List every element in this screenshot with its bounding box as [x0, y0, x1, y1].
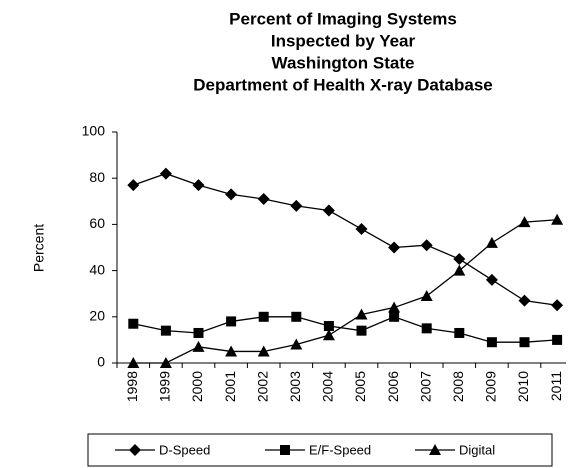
x-tick-label: 2003 [287, 371, 303, 402]
marker-square [323, 321, 334, 332]
marker-triangle [192, 340, 205, 352]
x-tick-label: 2001 [222, 371, 238, 402]
series-line [133, 316, 558, 343]
y-tick-label: 0 [97, 354, 105, 370]
x-tick-label: 2008 [450, 371, 466, 402]
series-line [133, 172, 558, 306]
marker-square [193, 327, 204, 338]
marker-diamond [388, 241, 401, 254]
marker-triangle [453, 264, 466, 276]
marker-triangle [420, 290, 433, 302]
marker-square [258, 311, 269, 322]
y-tick-label: 40 [89, 261, 105, 277]
marker-square [421, 323, 432, 334]
x-tick-label: 2004 [320, 371, 336, 402]
marker-triangle [322, 329, 335, 341]
marker-triangle [290, 338, 303, 350]
legend-box [87, 433, 553, 467]
x-tick-label: 1999 [157, 371, 173, 402]
marker-square [291, 311, 302, 322]
marker-diamond [129, 444, 141, 456]
marker-diamond [518, 294, 531, 307]
marker-diamond [159, 167, 172, 180]
x-tick-label: 2010 [515, 371, 531, 402]
marker-diamond [257, 192, 270, 205]
marker-square [519, 337, 530, 348]
marker-diamond [225, 188, 238, 201]
marker-diamond [290, 199, 303, 212]
legend-label: E/F-Speed [309, 442, 371, 457]
marker-square [226, 316, 237, 327]
chart-title: Washington State [272, 53, 415, 72]
marker-diamond [551, 299, 564, 312]
marker-square [280, 445, 290, 455]
y-axis-label: Percent [31, 224, 47, 272]
legend-label: Digital [459, 442, 495, 457]
x-tick-label: 2002 [254, 371, 270, 402]
marker-square [552, 334, 563, 345]
marker-diamond [355, 223, 368, 236]
x-tick-label: 1998 [124, 371, 140, 402]
marker-triangle [127, 357, 140, 368]
marker-triangle [388, 301, 401, 313]
marker-square [128, 318, 139, 329]
marker-diamond [485, 273, 498, 286]
marker-square [454, 327, 465, 338]
marker-triangle [485, 236, 498, 248]
x-tick-label: 2007 [417, 371, 433, 402]
marker-triangle [551, 213, 564, 225]
legend-label: D-Speed [159, 442, 210, 457]
x-tick-label: 2006 [385, 371, 401, 402]
marker-triangle [355, 308, 368, 320]
marker-diamond [192, 179, 205, 192]
x-tick-label: 2000 [189, 371, 205, 402]
marker-triangle [518, 216, 531, 228]
y-tick-label: 20 [89, 308, 105, 324]
x-tick-label: 2009 [483, 371, 499, 402]
marker-triangle [429, 444, 441, 455]
marker-square [356, 325, 367, 336]
chart-title: Percent of Imaging Systems [229, 9, 457, 28]
chart-title: Inspected by Year [271, 31, 416, 50]
marker-diamond [420, 239, 433, 252]
marker-square [160, 325, 171, 336]
marker-triangle [225, 345, 238, 357]
marker-triangle [257, 345, 270, 357]
y-tick-label: 80 [89, 169, 105, 185]
y-tick-label: 60 [89, 215, 105, 231]
chart-title: Department of Health X-ray Database [193, 75, 492, 94]
marker-diamond [127, 179, 140, 192]
marker-square [389, 311, 400, 322]
marker-diamond [453, 253, 466, 266]
x-tick-label: 2011 [548, 371, 564, 401]
marker-square [486, 337, 497, 348]
x-tick-label: 2005 [352, 371, 368, 402]
marker-diamond [322, 204, 335, 217]
marker-triangle [159, 357, 172, 368]
y-tick-label: 100 [82, 123, 106, 139]
